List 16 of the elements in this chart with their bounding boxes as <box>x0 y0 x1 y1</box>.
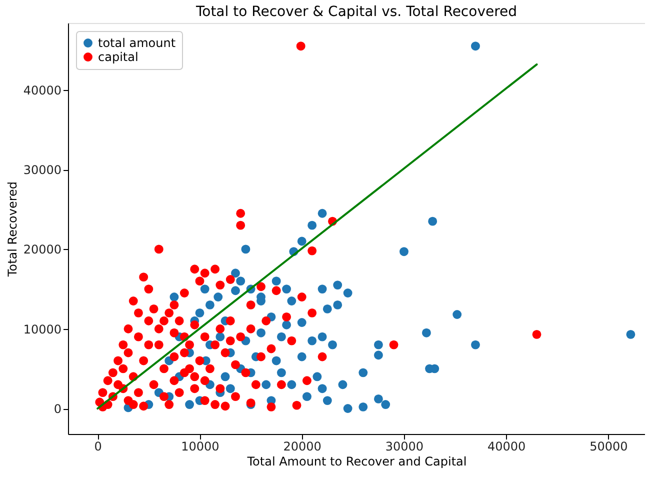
y-tick-label: 40000 <box>23 83 62 98</box>
legend-label: capital <box>98 50 138 64</box>
y-axis-title: Total Recovered <box>5 181 20 278</box>
x-tick-label: 50000 <box>590 440 628 454</box>
x-tick-label: 10000 <box>181 440 220 454</box>
y-tick-label: 0 <box>54 402 62 416</box>
x-tick-label: 0 <box>94 440 102 454</box>
x-tick-label: 30000 <box>385 440 424 454</box>
x-tick-label: 20000 <box>283 440 322 454</box>
legend-label: total amount <box>98 36 176 50</box>
y-tick-label: 10000 <box>23 322 62 336</box>
y-tick-label: 20000 <box>23 242 62 257</box>
x-axis-title: Total Amount to Recover and Capital <box>246 454 467 468</box>
chart-title: Total to Recover & Capital vs. Total Recovered <box>194 4 518 20</box>
x-tick-label: 40000 <box>488 440 526 454</box>
y-tick-label: 30000 <box>23 163 62 178</box>
